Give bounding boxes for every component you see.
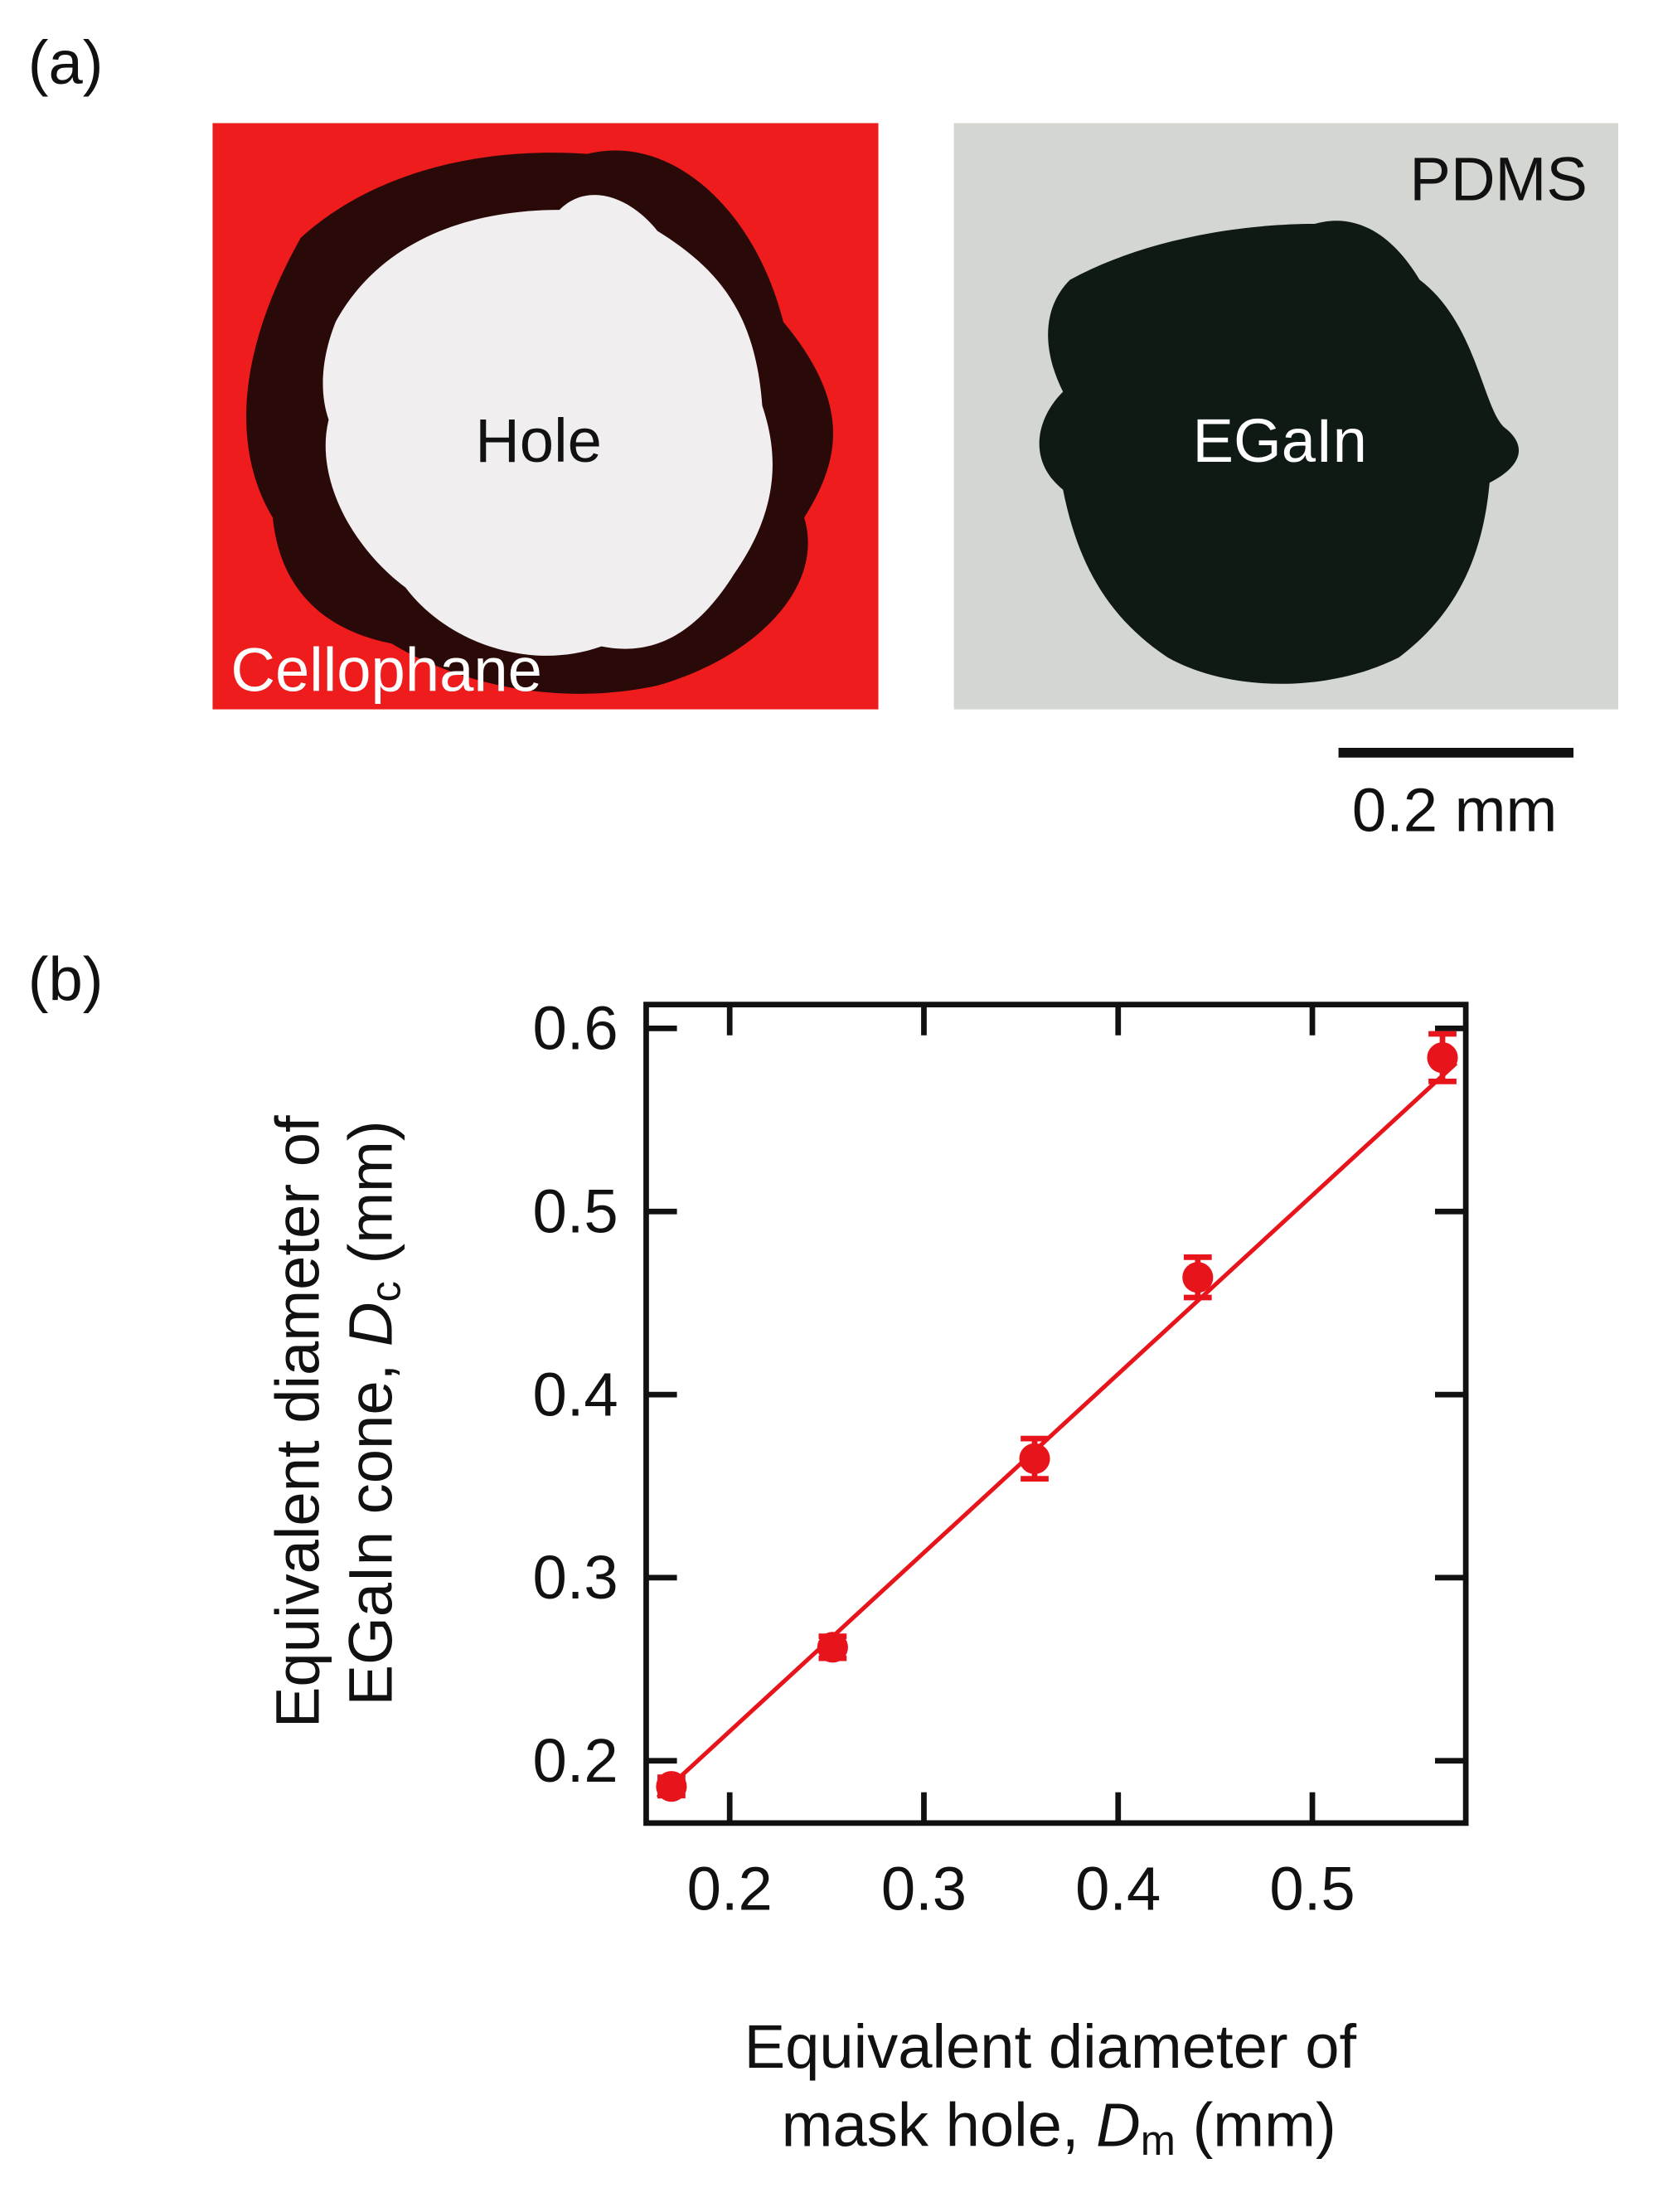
y-tick-label: 0.6 <box>533 994 618 1063</box>
data-point <box>817 1632 848 1663</box>
panel-label: (b) <box>28 945 104 1014</box>
subscript: c <box>362 1281 410 1302</box>
substrate-label: PDMS <box>1409 144 1587 213</box>
plot: 0.2 0.3 0.4 0.5 0.2 0.3 0.4 0.5 0.6 <box>533 994 1469 1923</box>
y-tick-label: 0.3 <box>533 1543 618 1612</box>
substrate-label: Cellophane <box>230 636 542 705</box>
scale-bar-label: 0.2 mm <box>1352 775 1557 844</box>
pdms-image: EGaIn PDMS <box>953 123 1619 710</box>
hole-area <box>322 195 773 656</box>
x-tick-label: 0.4 <box>1075 1854 1161 1923</box>
y-axis-title: Equivalent diameter of EGaIn cone, Dc (m… <box>264 1099 410 1728</box>
data-point <box>656 1771 687 1802</box>
symbol: D <box>336 1302 405 1346</box>
plot-frame <box>643 1002 1469 1826</box>
text: EGaIn cone, <box>336 1346 405 1705</box>
fit-line <box>656 1061 1458 1799</box>
cellophane-image: Hole Cellophane <box>212 123 879 710</box>
y-tick-label: 0.2 <box>533 1726 618 1795</box>
text: mask hole, <box>782 2091 1097 2160</box>
x-tick-label: 0.3 <box>881 1854 967 1923</box>
symbol: D <box>1096 2091 1141 2160</box>
egain-label: EGaIn <box>1193 406 1367 475</box>
y-tick-label: 0.5 <box>533 1177 618 1246</box>
hole-label: Hole <box>475 406 602 475</box>
y-axis-title-line: Equivalent diameter of <box>264 1115 332 1728</box>
data-point <box>1182 1262 1214 1293</box>
egain-droplet <box>1039 221 1520 684</box>
x-axis-title-line: mask hole, Dm (mm) <box>782 2091 1336 2164</box>
data-point <box>1427 1042 1458 1074</box>
x-axis-title: Equivalent diameter of mask hole, Dm (mm… <box>744 2012 1374 2164</box>
subscript: m <box>1141 2117 1176 2164</box>
x-tick-label: 0.2 <box>687 1854 773 1923</box>
x-axis-title-line: Equivalent diameter of <box>744 2012 1357 2081</box>
x-tick-label: 0.5 <box>1269 1854 1355 1923</box>
panel-label: (a) <box>28 28 104 97</box>
data-point <box>1019 1443 1050 1474</box>
y-tick-label: 0.4 <box>533 1360 618 1429</box>
unit: (mm) <box>336 1120 405 1281</box>
y-axis-title-line: EGaIn cone, Dc (mm) <box>336 1120 409 1705</box>
unit: (mm) <box>1176 2091 1336 2160</box>
